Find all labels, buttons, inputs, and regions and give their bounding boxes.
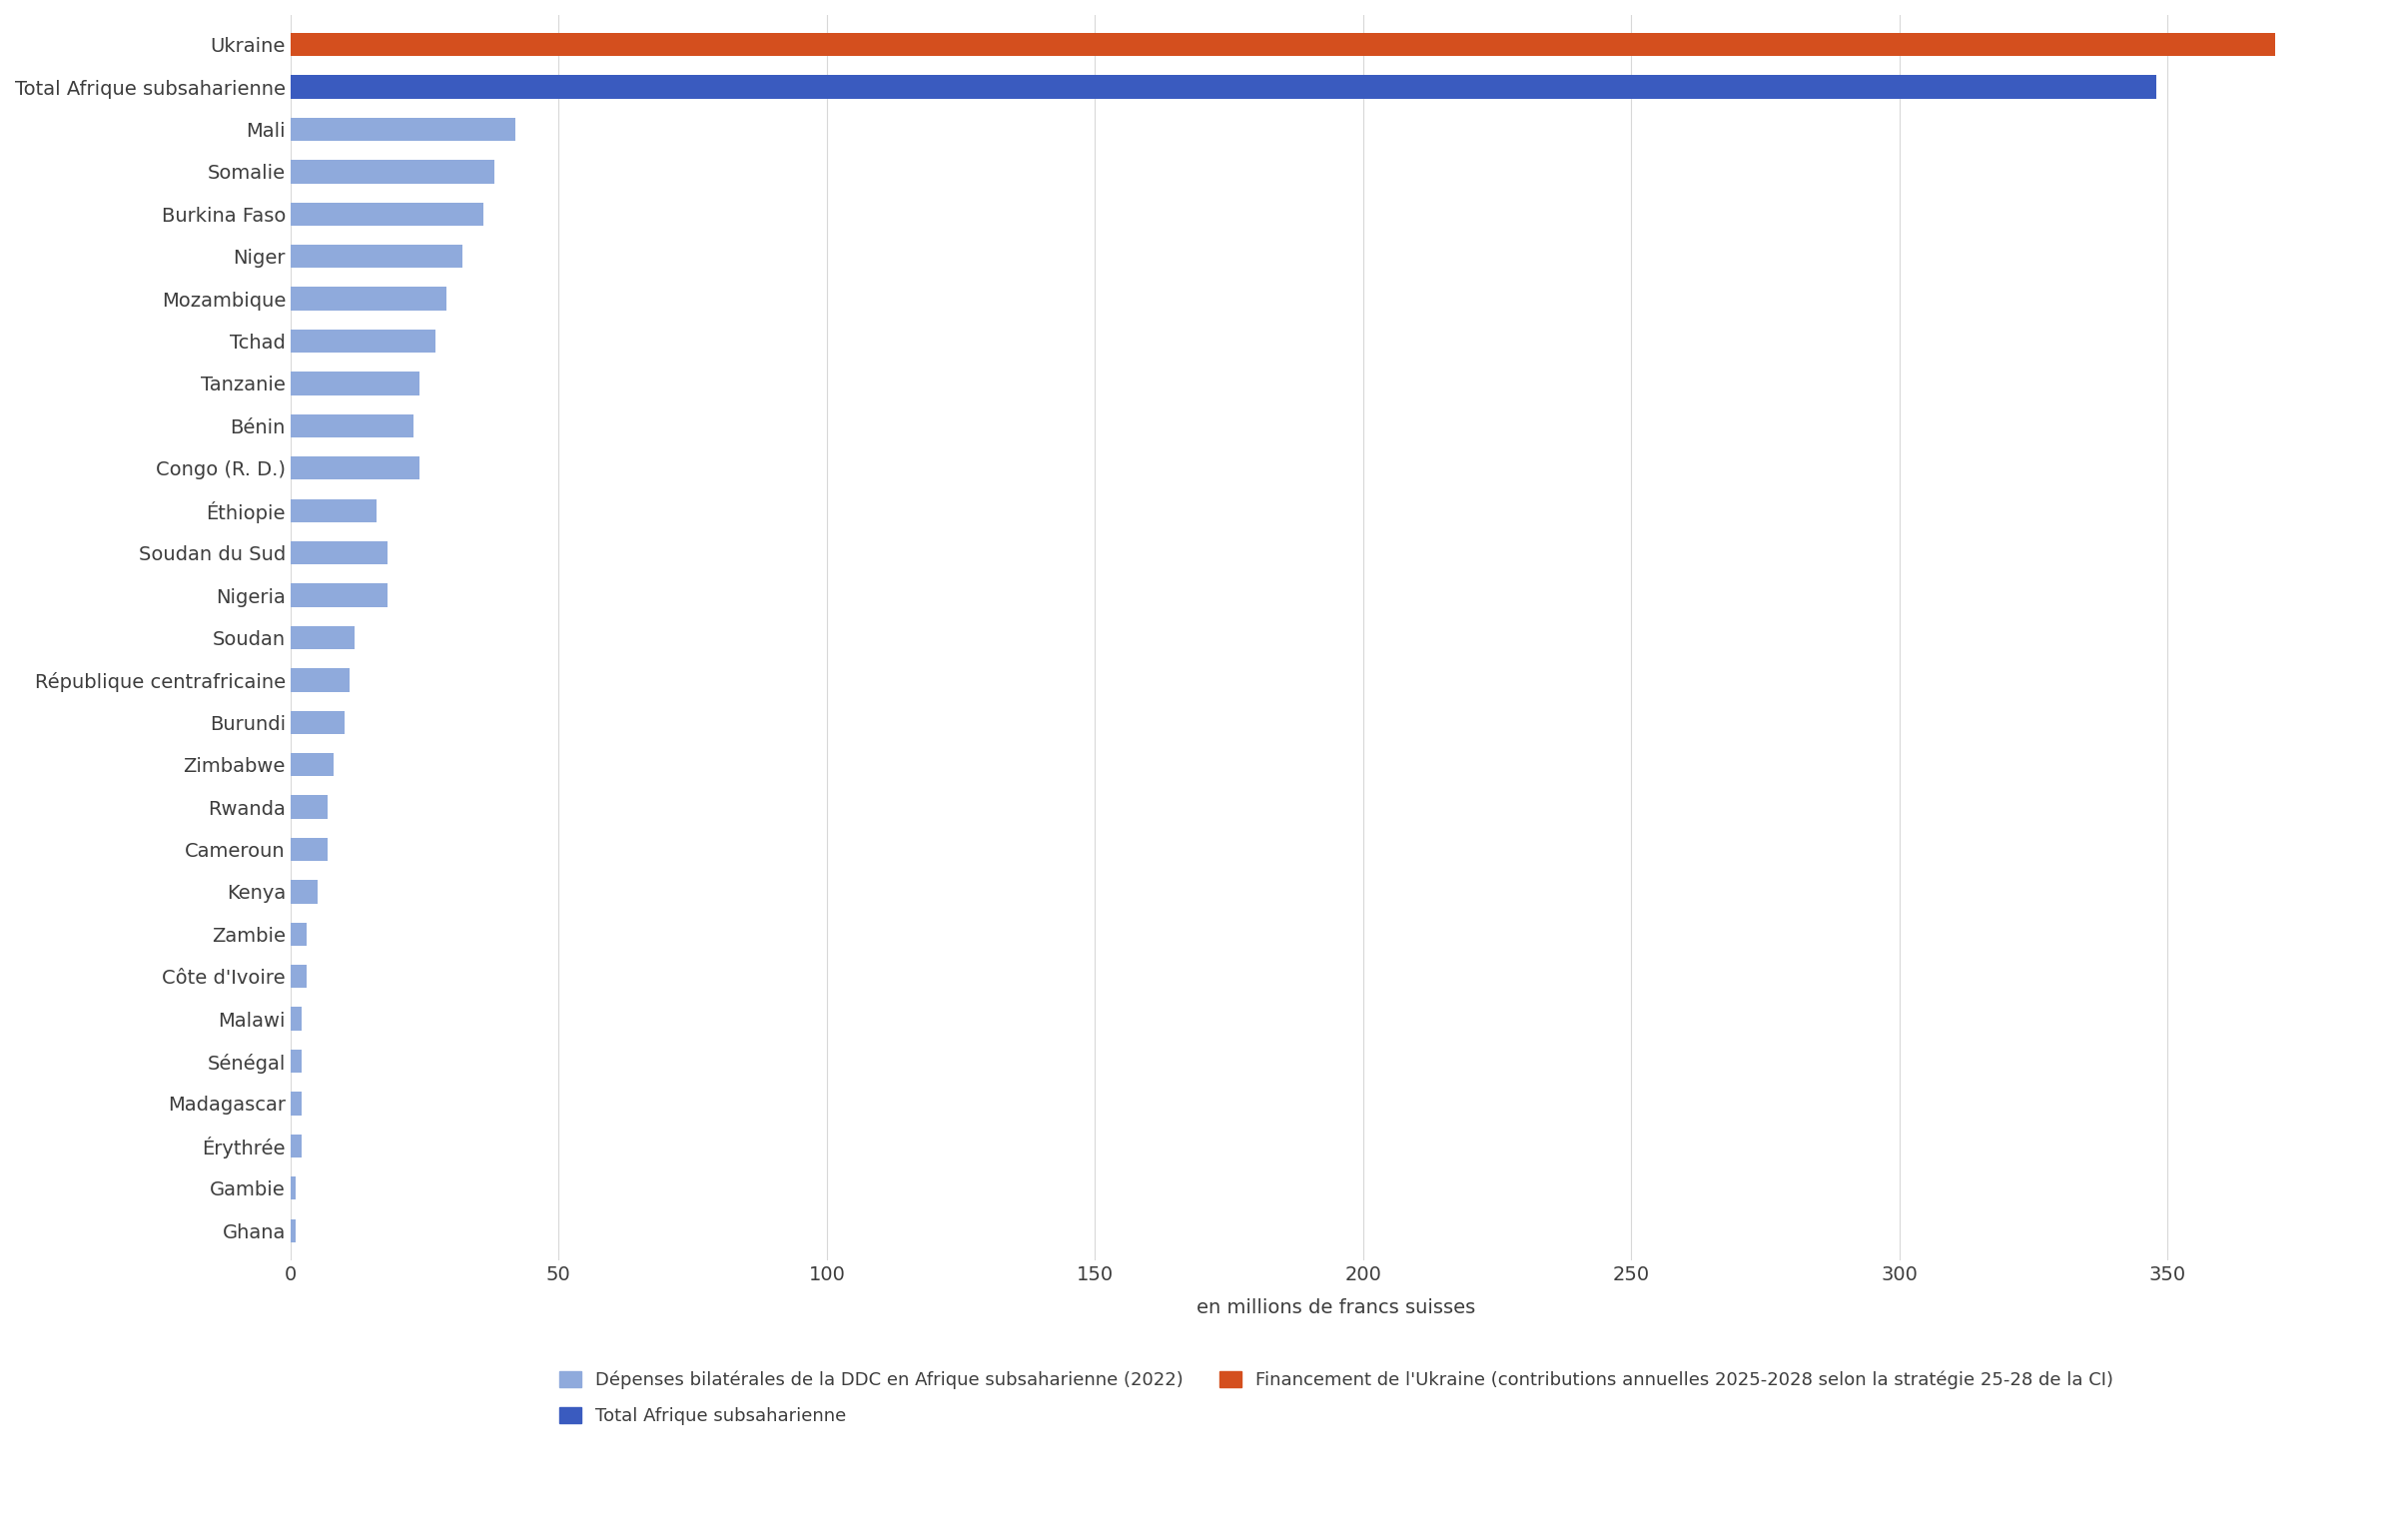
- Bar: [290, 795, 328, 819]
- Bar: [290, 330, 436, 353]
- Bar: [290, 371, 419, 396]
- Bar: [290, 160, 494, 183]
- Bar: [290, 1177, 295, 1200]
- Bar: [290, 1220, 295, 1243]
- Bar: [290, 1007, 302, 1030]
- Bar: [290, 964, 307, 989]
- Bar: [290, 245, 463, 268]
- Bar: [290, 499, 376, 522]
- Bar: [290, 668, 350, 691]
- Bar: [290, 838, 328, 861]
- Bar: [290, 456, 419, 480]
- Bar: [290, 541, 386, 565]
- Bar: [290, 1135, 302, 1158]
- Bar: [290, 584, 386, 607]
- Bar: [290, 1092, 302, 1115]
- X-axis label: en millions de francs suisses: en millions de francs suisses: [1196, 1298, 1477, 1317]
- Bar: [290, 286, 446, 311]
- Bar: [290, 75, 2157, 99]
- Legend: Dépenses bilatérales de la DDC en Afrique subsaharienne (2022), Total Afrique su: Dépenses bilatérales de la DDC en Afriqu…: [559, 1371, 2114, 1426]
- Bar: [290, 753, 333, 776]
- Bar: [290, 202, 484, 226]
- Bar: [290, 922, 307, 946]
- Bar: [290, 710, 345, 735]
- Bar: [290, 414, 415, 437]
- Bar: [290, 32, 2275, 57]
- Bar: [290, 625, 355, 650]
- Bar: [290, 1049, 302, 1073]
- Bar: [290, 117, 515, 142]
- Bar: [290, 879, 316, 904]
